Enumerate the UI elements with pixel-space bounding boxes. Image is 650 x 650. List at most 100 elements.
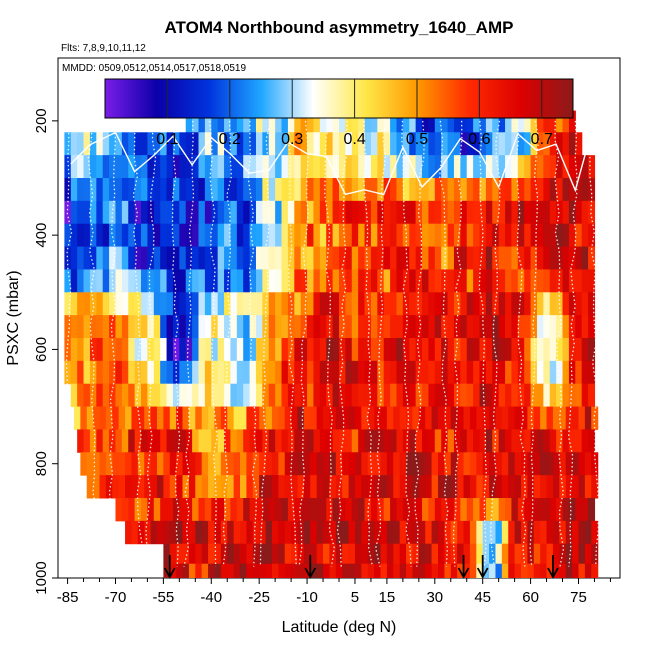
heatmap-cell — [153, 338, 161, 362]
heatmap-cell — [348, 406, 356, 430]
heatmap-cell — [422, 132, 430, 156]
heatmap-cell — [565, 452, 573, 476]
heatmap-cell — [383, 360, 391, 385]
heatmap-cell — [217, 338, 225, 362]
heatmap-cell — [125, 406, 133, 430]
heatmap-cell — [166, 383, 174, 408]
heatmap-cell — [211, 315, 219, 339]
heatmap-cell — [326, 360, 334, 385]
heatmap-cell — [262, 155, 270, 179]
heatmap-cell — [93, 475, 101, 499]
heatmap-cell — [176, 475, 184, 499]
heatmap-cell — [163, 406, 171, 430]
heatmap-cell — [492, 132, 500, 156]
heatmap-cell — [64, 292, 72, 316]
heatmap-cell — [163, 452, 171, 476]
heatmap-cell — [287, 200, 295, 225]
heatmap-cell — [220, 520, 228, 545]
heatmap-cell — [447, 315, 455, 339]
heatmap-cell — [300, 269, 308, 293]
heatmap-cell — [492, 110, 500, 133]
heatmap-cell — [351, 292, 359, 316]
heatmap-cell — [460, 132, 468, 156]
heatmap-cell — [521, 520, 528, 545]
heatmap-cell — [217, 155, 225, 179]
heatmap-cell — [517, 498, 525, 522]
heatmap-cell — [514, 520, 522, 545]
heatmap-cell — [466, 360, 474, 385]
heatmap-cell — [431, 452, 439, 476]
heatmap-cell — [198, 178, 206, 202]
flight-track-upper — [70, 131, 592, 196]
heatmap-cell — [489, 406, 497, 430]
heatmap-cell — [275, 429, 283, 453]
heatmap-cell — [287, 246, 295, 270]
heatmap-cell — [166, 498, 174, 522]
heatmap-cell — [415, 246, 423, 270]
heatmap-cell — [434, 223, 442, 248]
heatmap-cell — [588, 360, 596, 385]
heatmap-cell — [300, 155, 308, 179]
heatmap-cell — [208, 543, 216, 565]
heatmap-cell — [134, 315, 142, 339]
heatmap-cell — [562, 246, 570, 270]
heatmap-cell — [252, 452, 260, 476]
heatmap-cell — [83, 315, 91, 339]
heatmap-cell — [505, 200, 513, 225]
heatmap-cell — [64, 223, 72, 248]
colorbar: 0.1 0.2 0.3 0.4 0.5 0.6 0.7 — [104, 78, 574, 148]
heatmap-cell — [96, 246, 104, 270]
heatmap-cell — [437, 452, 445, 476]
heatmap-cell — [262, 338, 270, 362]
heatmap-cell — [147, 315, 155, 339]
heatmap-cell — [437, 475, 445, 499]
heatmap-cell — [109, 338, 117, 362]
heatmap-cell — [348, 452, 356, 476]
heatmap-cell — [281, 110, 289, 133]
heatmap-cell — [291, 406, 299, 430]
heatmap-cell — [562, 383, 570, 408]
heatmap-cell — [383, 132, 391, 156]
heatmap-cell — [549, 200, 557, 225]
heatmap-cell — [354, 475, 362, 499]
heatmap-cell — [230, 246, 238, 270]
heatmap-cell — [485, 200, 493, 225]
heatmap-cell — [172, 383, 180, 408]
heatmap-cell — [150, 520, 158, 545]
heatmap-cell — [511, 360, 519, 385]
heatmap-cell — [319, 246, 327, 270]
heatmap-cell — [364, 429, 372, 453]
heatmap-cell — [383, 292, 391, 316]
heatmap-cell — [339, 338, 346, 362]
heatmap-cell — [370, 338, 378, 362]
heatmap-cell — [281, 338, 289, 362]
heatmap-cell — [329, 452, 337, 476]
heatmap-cell — [179, 383, 187, 408]
heatmap-cell — [581, 269, 589, 293]
heatmap-cell — [479, 292, 487, 316]
heatmap-cell — [192, 383, 200, 408]
heatmap-cell — [533, 520, 541, 545]
heatmap-cell — [342, 452, 350, 476]
heatmap-cell — [275, 338, 283, 362]
heatmap-cell — [109, 429, 117, 453]
heatmap-cell — [492, 223, 500, 248]
heatmap-cell — [192, 110, 200, 133]
heatmap-cell — [517, 155, 525, 179]
heatmap-cell — [243, 315, 251, 339]
x-tick-label: 30 — [426, 589, 443, 606]
heatmap-cell — [249, 315, 257, 339]
heatmap-cell — [511, 110, 519, 133]
heatmap-cell — [543, 132, 551, 156]
heatmap-cell — [319, 498, 327, 522]
heatmap-cell — [361, 543, 369, 565]
heatmap-cell — [182, 563, 190, 578]
heatmap-cell — [428, 498, 436, 522]
heatmap-cell — [89, 155, 97, 179]
heatmap-cell — [568, 269, 576, 293]
heatmap-cell — [313, 269, 321, 293]
heatmap-cell — [568, 429, 576, 453]
heatmap-cell — [466, 155, 474, 179]
heatmap-cell — [364, 292, 372, 316]
heatmap-cell — [358, 223, 366, 248]
